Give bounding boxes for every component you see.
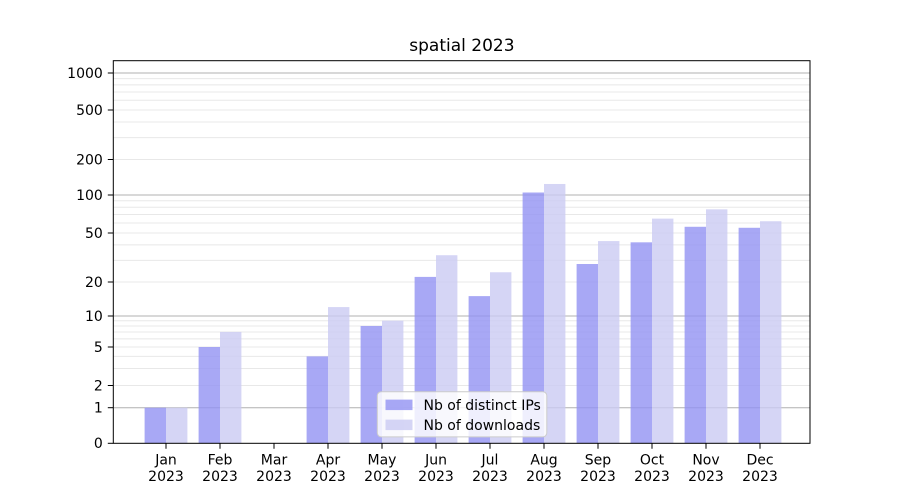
x-tick-label-year: 2023 [310,469,346,485]
bar-distinct-ips-dec [738,227,760,444]
y-tick-label: 2 [94,378,103,394]
legend: Nb of distinct IPs Nb of downloads [376,391,548,438]
bar-distinct-ips-apr [306,356,328,444]
legend-box [376,391,548,438]
bar-distinct-ips-aug [522,192,544,444]
x-tick-label-year: 2023 [688,469,724,485]
x-tick-label-month: Mar [261,453,288,469]
plot-border [112,60,811,444]
bar-downloads-feb [220,331,242,444]
y-tick-label: 20 [85,275,103,291]
x-tick-label-month: Oct [640,453,665,469]
x-tick-label-year: 2023 [634,469,670,485]
x-tick-label-month: Dec [746,453,773,469]
legend-swatch-downloads [385,419,413,431]
bar-distinct-ips-feb [198,347,220,444]
bar-distinct-ips-jan [144,407,166,444]
x-tick-label-month: Aug [530,453,557,469]
x-tick-label-year: 2023 [580,469,616,485]
x-tick-label-month: Jul [481,453,499,469]
bar-distinct-ips-nov [684,226,706,444]
x-tick-label-year: 2023 [256,469,292,485]
x-tick-label-month: Jun [424,453,447,469]
y-tick-label: 500 [76,103,103,119]
x-tick-label-year: 2023 [202,469,238,485]
bar-distinct-ips-sep [576,264,598,444]
bar-distinct-ips-may [360,325,382,444]
bar-downloads-dec [760,221,782,444]
y-tick-label: 50 [85,226,103,242]
x-tick-label-month: Sep [585,453,612,469]
legend-swatch-distinct-ips [385,399,413,411]
legend-label-downloads: Nb of downloads [424,418,541,434]
x-tick-label-month: Nov [692,453,719,469]
x-tick-label-year: 2023 [742,469,778,485]
bar-downloads-nov [706,209,728,444]
y-tick-label: 1000 [67,66,103,82]
y-tick-label: 5 [94,340,103,356]
legend-label-distinct-ips: Nb of distinct IPs [424,398,541,414]
x-tick-label-month: Apr [316,453,340,469]
bar-downloads-apr [328,307,350,444]
x-tick-label-year: 2023 [472,469,508,485]
bar-downloads-jan [166,407,188,444]
x-tick-label-year: 2023 [418,469,454,485]
x-tick-label-month: Jan [154,453,177,469]
x-tick-label-year: 2023 [148,469,184,485]
y-tick-label: 0 [94,436,103,452]
x-tick-label-month: Feb [208,453,233,469]
bar-downloads-aug [544,183,566,444]
y-tick-label: 1 [94,401,103,417]
x-tick-label-month: May [368,453,397,469]
y-tick-label: 200 [76,152,103,168]
y-tick-label: 100 [76,188,103,204]
chart-title: spatial 2023 [409,36,514,56]
bar-distinct-ips-oct [630,242,652,444]
x-tick-label-year: 2023 [526,469,562,485]
axes-layer: 01251020501002005001000Jan2023Feb2023Mar… [67,60,811,485]
y-tick-label: 10 [85,309,103,325]
x-tick-label-year: 2023 [364,469,400,485]
bar-downloads-oct [652,218,674,444]
bar-downloads-sep [598,241,620,444]
